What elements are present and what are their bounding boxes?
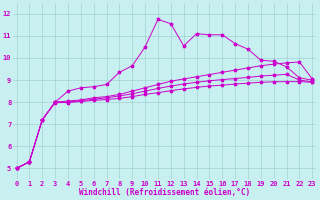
X-axis label: Windchill (Refroidissement éolien,°C): Windchill (Refroidissement éolien,°C)	[79, 188, 250, 197]
